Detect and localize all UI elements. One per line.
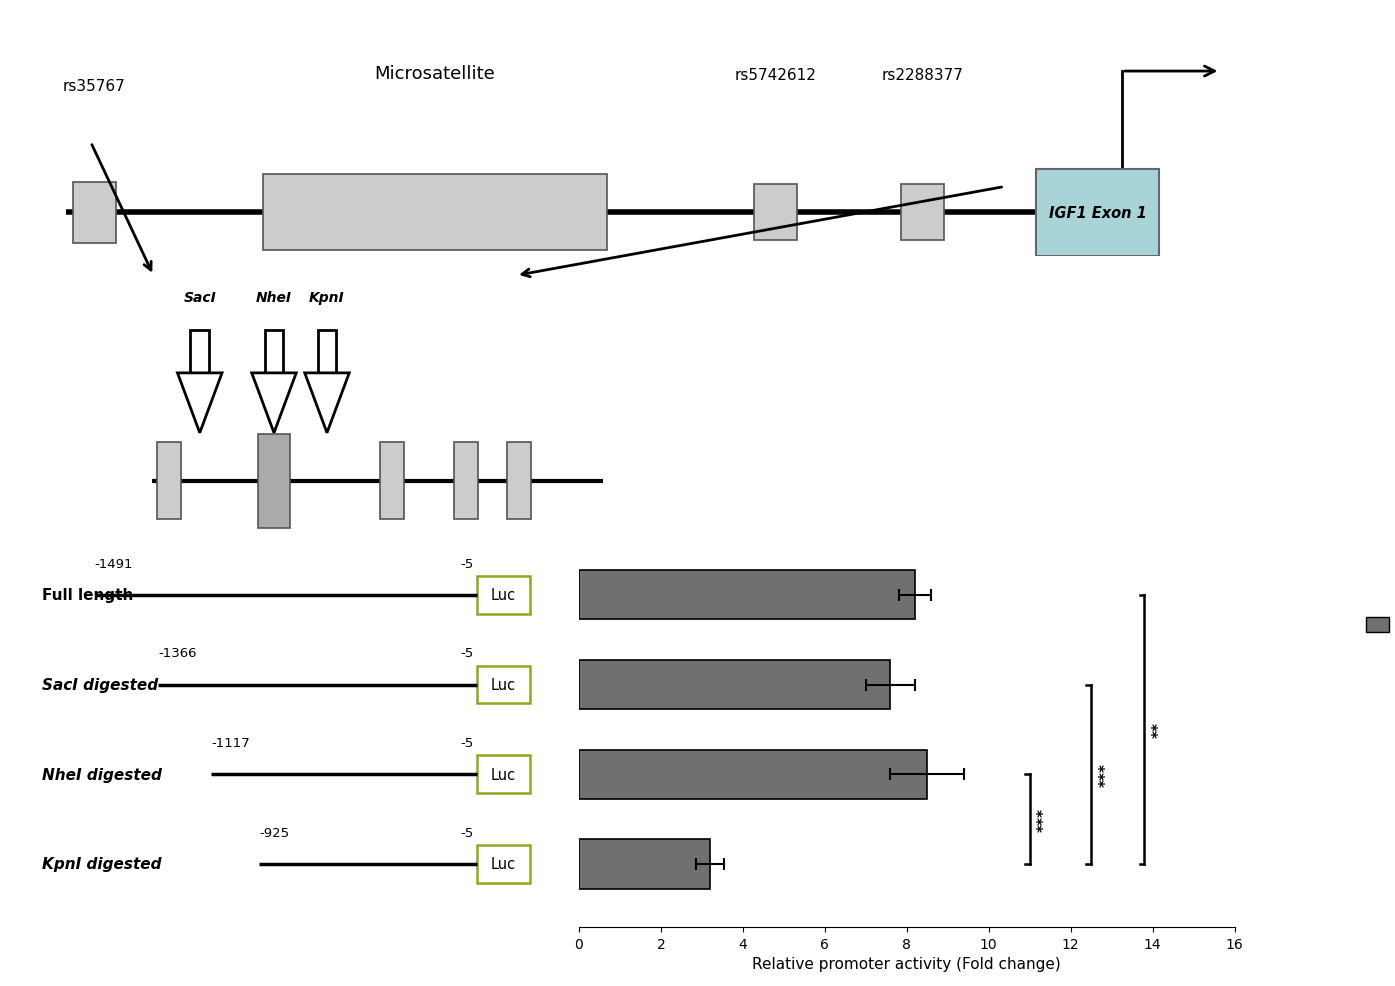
Text: -1117: -1117 — [212, 737, 250, 749]
Text: Luc: Luc — [491, 677, 516, 692]
Text: -5: -5 — [460, 737, 474, 749]
Bar — [753, 184, 797, 242]
Text: -925: -925 — [259, 826, 289, 839]
Text: Microsatellite: Microsatellite — [374, 65, 495, 83]
Bar — [73, 182, 116, 244]
Bar — [901, 184, 944, 242]
Bar — [477, 845, 530, 882]
Bar — [579, 661, 890, 710]
Text: -1366: -1366 — [159, 647, 197, 660]
Bar — [477, 666, 530, 704]
Text: KpnI: KpnI — [310, 291, 345, 305]
Bar — [477, 577, 530, 614]
Text: IGF1 Exon 1: IGF1 Exon 1 — [1049, 205, 1147, 221]
Bar — [579, 571, 915, 620]
Text: Luc: Luc — [491, 767, 516, 782]
Text: Full length: Full length — [42, 588, 134, 602]
Text: rs2288377: rs2288377 — [882, 68, 964, 83]
Bar — [262, 176, 607, 251]
Bar — [258, 434, 290, 528]
Bar — [318, 330, 336, 374]
Text: -5: -5 — [460, 557, 474, 570]
X-axis label: Relative promoter activity (Fold change): Relative promoter activity (Fold change) — [752, 956, 1062, 971]
Text: NheI digested: NheI digested — [42, 767, 162, 782]
Polygon shape — [177, 374, 222, 433]
Bar — [265, 330, 283, 374]
Bar — [579, 839, 710, 888]
Bar — [379, 443, 405, 520]
Bar — [1036, 170, 1159, 256]
Text: KpnI digested: KpnI digested — [42, 857, 162, 872]
Text: Luc: Luc — [491, 588, 516, 602]
Bar — [508, 443, 531, 520]
Bar — [191, 330, 209, 374]
Text: NheI: NheI — [255, 291, 292, 305]
Bar — [455, 443, 478, 520]
Text: rs35767: rs35767 — [63, 79, 126, 94]
Polygon shape — [251, 374, 296, 433]
Text: SacI digested: SacI digested — [42, 677, 158, 692]
Text: -5: -5 — [460, 647, 474, 660]
Text: **: ** — [1152, 722, 1166, 738]
Text: -1491: -1491 — [95, 557, 134, 570]
Bar — [477, 755, 530, 794]
Text: SacI: SacI — [183, 291, 216, 305]
Polygon shape — [304, 374, 349, 433]
Legend: CTT: CTT — [1360, 611, 1395, 639]
Text: ***: *** — [1036, 808, 1052, 831]
Text: rs5742612: rs5742612 — [734, 68, 816, 83]
Text: Luc: Luc — [491, 857, 516, 872]
Bar — [579, 749, 928, 799]
Text: ***: *** — [1098, 762, 1113, 787]
Text: -5: -5 — [460, 826, 474, 839]
Bar — [158, 443, 181, 520]
